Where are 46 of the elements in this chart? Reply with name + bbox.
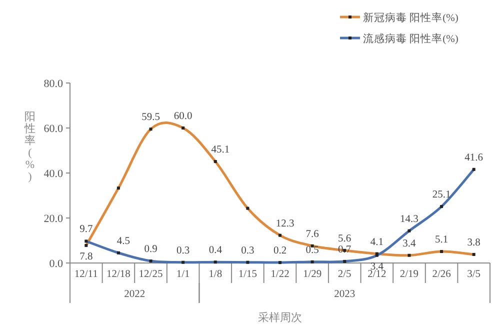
data-label: 14.3 [400,214,418,225]
x-tick-label: 3/5 [467,269,481,280]
x-tick-label: 12/18 [106,269,130,280]
x-tick-label: 1/29 [302,269,322,280]
x-tick-label: 1/1 [176,269,190,280]
x-tick-label: 2/26 [432,269,451,280]
x-tick-label: 2/12 [368,269,386,280]
y-tick-label: 80.0 [44,78,64,90]
y-tick-label: 0.0 [49,258,64,270]
x-tick-label: 1/15 [238,269,258,280]
x-tick-label: 2/19 [400,269,419,280]
data-label: 5.1 [434,234,448,246]
data-label: 0.5 [306,244,319,256]
data-label: 0.4 [208,245,223,256]
data-label: 41.6 [464,152,484,164]
data-label: 5.6 [338,233,352,244]
data-label: 0.3 [241,245,254,256]
data-label: 45.1 [211,144,230,156]
text: 2023 [334,289,356,300]
text: 2022 [124,289,146,300]
data-label: 3.4 [402,238,417,250]
x-tick-label: 2/5 [338,269,352,280]
data-label: 7.8 [80,251,93,262]
data-label: 60.0 [174,111,192,122]
y-tick-label: 20.0 [44,213,64,225]
x-tick-label: 12/11 [74,269,98,280]
x-axis-title: 采样周次 [258,311,302,324]
y-tick-label: 60.0 [44,123,64,135]
data-label: 7.6 [306,228,319,240]
legend-label: 流感病毒 阳性率(%) [363,32,459,45]
data-label: 25.1 [432,190,451,201]
data-label: 12.3 [276,218,294,230]
data-label: 59.5 [142,112,160,124]
data-label: 0.2 [273,246,287,257]
legend-label: 新冠病毒 阳性率(%) [363,11,459,24]
x-tick-label: 1/8 [208,269,222,280]
data-label: 3.8 [467,237,480,248]
x-tick-label: 1/22 [270,269,290,280]
data-label: 4.1 [370,236,384,248]
data-label: 4.5 [116,236,130,247]
data-label: 0.3 [176,245,190,256]
data-label: 0.9 [144,244,158,255]
y-axis-title: 阳性率(%) [24,111,36,183]
x-tick-label: 12/25 [138,269,163,280]
y-tick-label: 40.0 [44,168,64,180]
data-label: 9.7 [80,224,93,236]
